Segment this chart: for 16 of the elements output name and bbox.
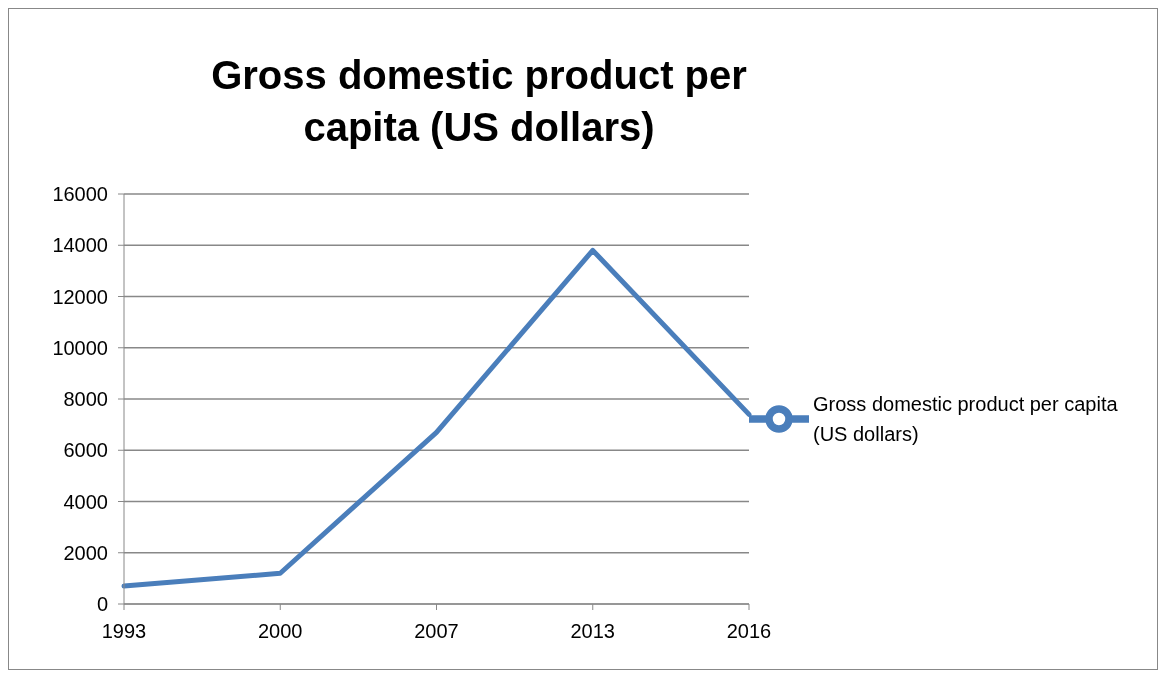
x-tick-label: 2016 [726,620,772,643]
y-tick-label: 4000 [63,490,108,513]
y-tick-label: 16000 [52,183,108,206]
y-tick-label: 10000 [52,336,108,359]
y-tick-label: 2000 [63,541,108,564]
y-tick-label: 12000 [52,285,108,308]
y-tick-label: 0 [96,593,108,616]
y-tick-label: 14000 [52,234,108,257]
y-tick-label: 6000 [63,439,108,462]
chart-title: Gross domestic product per capita (US dollars) [210,52,748,151]
legend-label: Gross domestic product per capita (US dollars) [813,392,1119,447]
x-tick-label: 1993 [101,620,147,643]
x-tick-label: 2013 [570,620,615,643]
x-tick-label: 2000 [258,620,303,643]
x-tick-label: 2007 [414,620,459,643]
y-tick-label: 8000 [63,388,108,411]
